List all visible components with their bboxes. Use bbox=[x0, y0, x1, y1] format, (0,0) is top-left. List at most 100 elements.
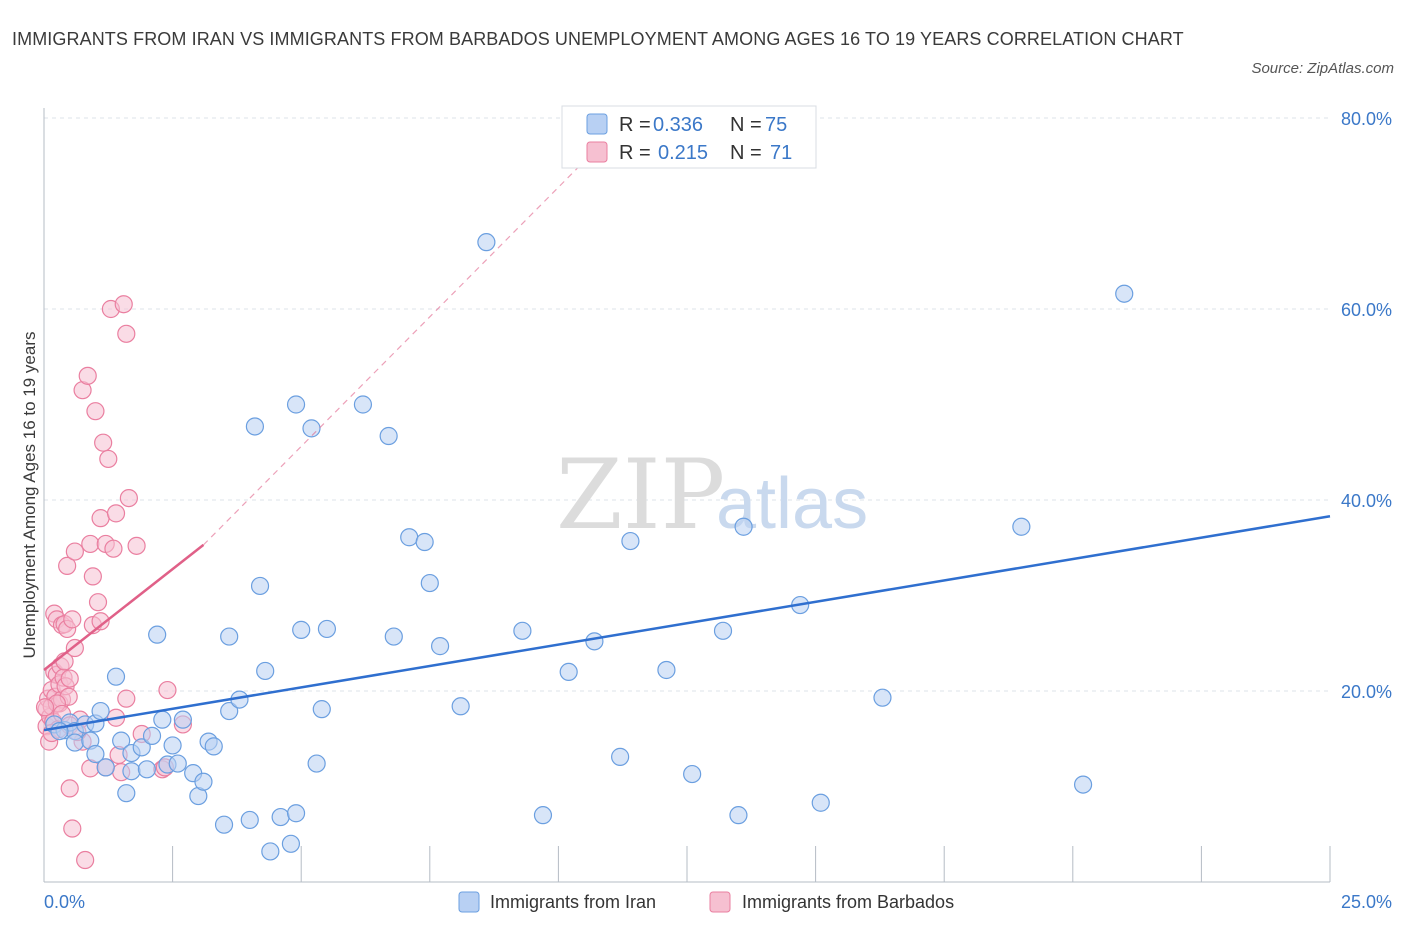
barbados-point bbox=[88, 593, 108, 612]
iran-point bbox=[451, 697, 470, 716]
barbados-point bbox=[76, 850, 95, 870]
barbados-point bbox=[60, 669, 79, 688]
iran-point bbox=[657, 660, 676, 680]
legend-barbados-r-label: R = bbox=[619, 142, 651, 164]
iran-point bbox=[261, 842, 280, 861]
iran-point bbox=[353, 395, 373, 414]
barbados-point bbox=[83, 567, 102, 586]
iran-point bbox=[384, 627, 403, 646]
iran-point bbox=[317, 619, 337, 639]
iran-point bbox=[132, 738, 151, 757]
iran-point bbox=[811, 793, 830, 812]
iran-point bbox=[713, 621, 733, 640]
iran-point bbox=[477, 233, 496, 252]
iran-point bbox=[430, 637, 450, 656]
iran-point bbox=[245, 417, 265, 436]
bottom-legend-iran: Immigrants from Iran bbox=[490, 892, 656, 912]
barbados-point bbox=[119, 488, 138, 508]
legend-iran-r-value: 0.336 bbox=[653, 114, 703, 136]
iran-point bbox=[379, 426, 398, 446]
y-tick-label: 20.0% bbox=[1341, 682, 1392, 702]
iran-point bbox=[204, 737, 223, 756]
y-tick-label: 40.0% bbox=[1341, 491, 1392, 511]
iran-point bbox=[611, 747, 630, 766]
barbados-point bbox=[63, 819, 82, 838]
iran-point bbox=[220, 701, 239, 721]
iran-point bbox=[559, 662, 578, 682]
iran-point bbox=[106, 667, 126, 686]
barbados-point bbox=[99, 449, 118, 469]
legend-barbados-r-value: 0.215 bbox=[658, 142, 708, 164]
iran-point bbox=[1073, 775, 1093, 794]
iran-point bbox=[621, 531, 640, 551]
iran-point bbox=[1012, 517, 1031, 536]
y-tick-label: 80.0% bbox=[1341, 109, 1392, 129]
y-axis-label: Unemployment Among Ages 16 to 19 years bbox=[20, 332, 39, 659]
iran-point bbox=[194, 772, 213, 791]
iran-point bbox=[240, 810, 259, 830]
iran-point bbox=[400, 528, 419, 547]
barbados-point bbox=[35, 698, 55, 717]
iran-point bbox=[873, 688, 892, 707]
legend: R = 0.336 N = 75 R = 0.215 N = 71 bbox=[561, 105, 817, 169]
iran-point bbox=[122, 762, 141, 781]
watermark-zip: ZIP bbox=[556, 439, 725, 551]
x-tick-min: 0.0% bbox=[44, 892, 85, 912]
barbados-point bbox=[94, 433, 113, 452]
iran-point bbox=[307, 754, 326, 773]
trend-lines bbox=[43, 155, 1331, 732]
iran-point bbox=[271, 807, 290, 827]
y-tick-label: 60.0% bbox=[1341, 300, 1392, 320]
iran-point bbox=[163, 736, 182, 755]
barbados-point bbox=[158, 680, 177, 700]
iran-point bbox=[153, 710, 172, 729]
iran-point bbox=[96, 758, 115, 777]
barbados-point bbox=[86, 402, 105, 421]
iran-point bbox=[91, 701, 110, 721]
iran-point bbox=[214, 815, 234, 834]
iran-point bbox=[312, 700, 331, 719]
legend-iran-r-label: R = bbox=[619, 114, 651, 136]
barbados-point bbox=[91, 612, 110, 631]
barbados-point bbox=[81, 534, 100, 554]
iran-point bbox=[250, 576, 270, 596]
iran-point bbox=[117, 784, 136, 803]
iran-point bbox=[1115, 284, 1134, 303]
barbados-point bbox=[114, 295, 133, 314]
iran-point bbox=[729, 806, 748, 825]
legend-swatch-barbados bbox=[586, 141, 608, 163]
bottom-legend: Immigrants from Iran Immigrants from Bar… bbox=[458, 891, 954, 913]
iran-point bbox=[142, 726, 162, 745]
barbados-point bbox=[63, 610, 82, 629]
barbados-point bbox=[104, 539, 123, 558]
legend-swatch-iran bbox=[586, 113, 608, 135]
iran-point bbox=[585, 632, 604, 651]
iran-point bbox=[683, 764, 702, 784]
iran-point bbox=[220, 627, 239, 646]
iran-point bbox=[281, 834, 301, 853]
legend-iran-n-value: 75 bbox=[765, 114, 787, 136]
iran-point bbox=[734, 517, 753, 536]
barbados-trend-extension bbox=[203, 155, 590, 546]
iran-point bbox=[168, 754, 187, 773]
iran-point bbox=[86, 744, 105, 764]
iran-point bbox=[137, 760, 156, 779]
iran-point bbox=[286, 395, 306, 414]
barbados-point bbox=[91, 509, 110, 528]
x-tick-max: 25.0% bbox=[1341, 892, 1392, 912]
iran-point bbox=[292, 620, 311, 639]
iran-point bbox=[420, 573, 439, 593]
barbados-point bbox=[106, 504, 126, 523]
y-tick-labels: 20.0% 40.0% 60.0% 80.0% bbox=[1341, 109, 1392, 702]
barbados-point bbox=[117, 689, 136, 708]
iran-point bbox=[302, 419, 321, 438]
iran-point bbox=[415, 532, 434, 552]
legend-barbados-n-value: 71 bbox=[770, 142, 792, 164]
barbados-point bbox=[127, 536, 146, 555]
iran-point bbox=[112, 731, 131, 750]
bottom-legend-swatch-iran bbox=[458, 891, 480, 913]
bottom-legend-swatch-barbados bbox=[709, 891, 731, 913]
iran-point bbox=[256, 661, 275, 681]
barbados-point bbox=[117, 324, 136, 343]
